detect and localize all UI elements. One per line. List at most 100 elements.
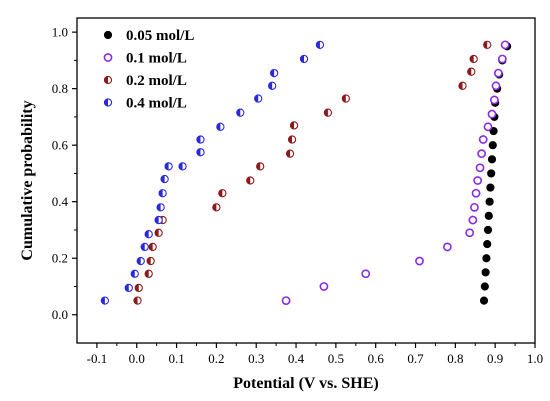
data-point (483, 225, 493, 235)
data-point (281, 296, 291, 306)
data-point (468, 215, 478, 225)
x-axis: -0.1 0.0 0.1 0.2 0.3 0.4 0.5 0.6 0.7 0.8 0.9 1.0 (87, 343, 543, 366)
legend-label: 0.2 mol/L (126, 73, 187, 89)
data-point (315, 40, 325, 49)
data-point (124, 283, 133, 293)
y-tick-label: 1.0 (52, 25, 68, 40)
data-point (269, 68, 279, 78)
data-point (485, 197, 494, 206)
data-point (486, 183, 495, 192)
data-point (216, 122, 225, 131)
data-point (415, 256, 424, 266)
y-axis-title: Cumulative probability (19, 100, 36, 260)
x-tick-label: -0.1 (87, 351, 108, 366)
series-3 (100, 40, 325, 305)
x-tick-label: 0.7 (407, 351, 424, 366)
data-point (458, 81, 467, 90)
plot-markers (100, 40, 512, 306)
x-tick-label: 0.8 (447, 351, 463, 366)
data-point (487, 109, 497, 119)
data-point (148, 242, 157, 252)
data-point (136, 256, 145, 266)
data-point (493, 68, 503, 78)
plot-frame (76, 17, 536, 344)
data-point (361, 269, 371, 279)
legend-label: 0.4 mol/L (126, 96, 187, 112)
data-point (489, 126, 498, 136)
data-point (475, 163, 485, 173)
data-point (133, 296, 142, 305)
y-tick-label: 0.0 (52, 307, 68, 322)
data-point (164, 162, 173, 171)
data-point (488, 141, 497, 150)
y-tick-label: 0.6 (52, 138, 69, 153)
x-tick-label: 0.5 (328, 351, 344, 366)
data-point (289, 121, 299, 130)
y-tick-label: 0.8 (52, 81, 68, 96)
data-point (482, 254, 491, 263)
legend-marker (103, 75, 113, 85)
x-tick-label: 0.1 (168, 351, 184, 366)
data-point (469, 54, 478, 64)
data-point (140, 242, 149, 252)
data-point (144, 269, 153, 278)
data-point (483, 239, 492, 249)
data-point (134, 283, 143, 293)
y-tick-label: 0.4 (52, 194, 69, 209)
data-point (267, 81, 277, 90)
data-point (158, 189, 167, 198)
data-point (154, 215, 163, 225)
series-1 (281, 40, 510, 306)
data-point (497, 54, 507, 64)
legend-label: 0.05 mol/L (126, 28, 194, 44)
data-point (473, 176, 483, 185)
data-point (480, 282, 489, 291)
data-point (491, 81, 501, 91)
data-point (144, 230, 153, 239)
data-point (287, 135, 297, 144)
x-tick-label: 0.9 (487, 351, 503, 366)
data-point (489, 95, 499, 105)
data-point (341, 94, 350, 103)
data-point (146, 256, 155, 266)
legend-label: 0.1 mol/L (126, 51, 187, 67)
legend-marker (103, 30, 113, 40)
x-tick-label: 0.0 (129, 351, 145, 366)
data-point (130, 269, 139, 278)
data-point (246, 176, 255, 185)
data-point (196, 148, 205, 157)
data-point (254, 94, 263, 103)
data-point (500, 40, 510, 50)
legend-marker (103, 98, 113, 107)
data-point (212, 203, 221, 212)
y-tick-label: 0.2 (52, 251, 68, 266)
x-tick-label: 1.0 (527, 351, 543, 366)
data-point (467, 67, 476, 76)
x-axis-title: Potential (V vs. SHE) (233, 375, 378, 392)
data-point (299, 54, 309, 64)
data-point (483, 40, 492, 49)
data-point (236, 108, 245, 117)
data-point (442, 242, 452, 252)
data-point (465, 228, 475, 238)
data-point (100, 296, 110, 305)
data-point (483, 122, 493, 132)
data-point (196, 135, 205, 144)
data-point (487, 169, 496, 178)
x-tick-label: 0.3 (248, 351, 264, 366)
data-point (323, 108, 333, 117)
data-point (285, 149, 295, 158)
y-axis: 0.0 0.2 0.4 0.6 0.8 1.0 (52, 25, 77, 322)
legend-marker (103, 53, 113, 62)
data-point (487, 155, 497, 164)
data-point (479, 296, 489, 305)
data-point (471, 188, 481, 198)
data-point (478, 135, 488, 144)
data-point (218, 189, 227, 198)
data-point (178, 162, 187, 171)
x-tick-label: 0.4 (288, 351, 305, 366)
legend: 0.05 mol/L 0.1 mol/L 0.2 mol/L 0.4 mol/L (103, 28, 194, 112)
data-point (470, 202, 479, 212)
x-tick-label: 0.6 (368, 351, 385, 366)
